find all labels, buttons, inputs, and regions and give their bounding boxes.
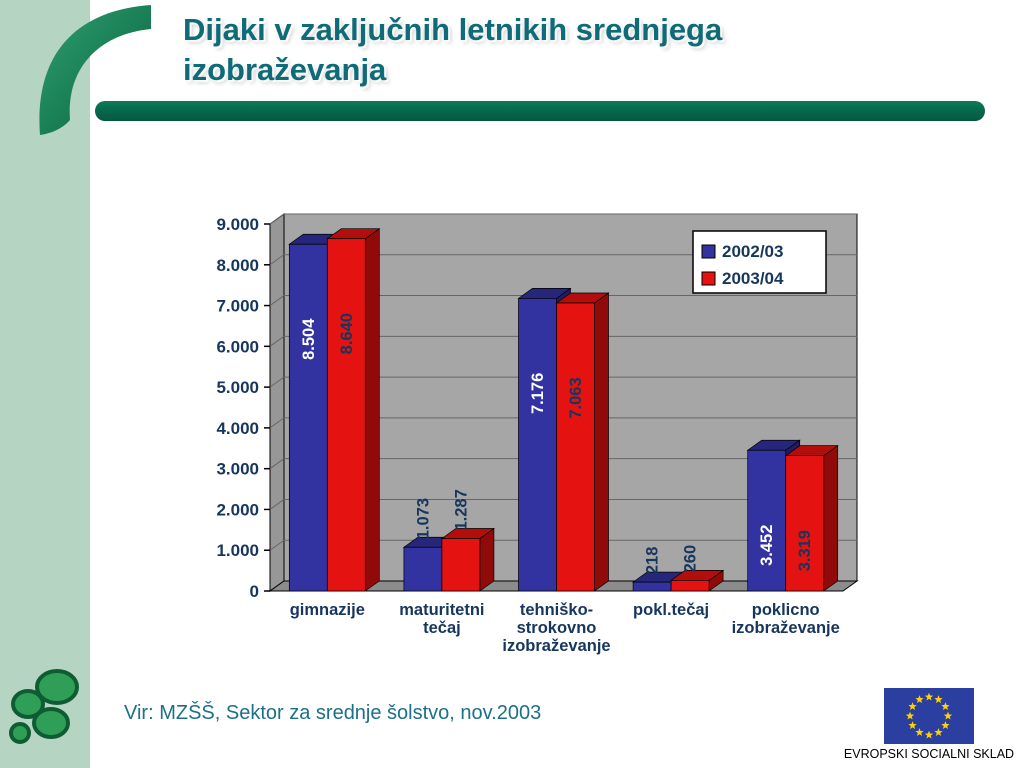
bar <box>632 581 672 592</box>
slide-title: Dijaki v zaključnih letnikih srednjega i… <box>183 10 993 90</box>
bar <box>403 546 443 592</box>
title-underline-bar <box>95 101 985 121</box>
bar-side <box>479 527 495 592</box>
legend-swatch <box>701 271 716 286</box>
bar <box>326 238 366 592</box>
y-axis-label: 7.000 <box>216 297 259 316</box>
bar <box>670 580 710 592</box>
plot-side-wall <box>269 213 285 592</box>
bar-value-label: 218 <box>644 547 662 575</box>
bar-value-label: 1.073 <box>414 498 432 539</box>
bar <box>747 449 787 592</box>
legend-label: 2002/03 <box>722 242 783 261</box>
decorative-swoosh-icon <box>39 5 151 135</box>
bar-value-label: 7.176 <box>529 373 547 414</box>
bar-chart: 0 1.000 2.000 3.000 4.000 5.000 6.000 7.000 8.00… <box>188 196 888 666</box>
bar-value-label: 8.504 <box>300 318 318 360</box>
bar-value-label: 260 <box>682 545 700 573</box>
category-label: gimnazije <box>290 601 365 619</box>
category-label: tehniško-strokovno izobraževanje <box>502 601 610 655</box>
eu-flag-block: EVROPSKI SOCIALNI SKLAD <box>840 688 1018 761</box>
bar-value-label: 1.287 <box>452 489 470 530</box>
bar-side <box>594 292 609 592</box>
eu-caption: EVROPSKI SOCIALNI SKLAD <box>843 747 1015 761</box>
chart-svg: 0 1.000 2.000 3.000 4.000 5.000 6.000 7.000 8.00… <box>216 213 859 655</box>
category-label: pokl.tečaj <box>633 601 709 619</box>
bar <box>518 298 557 592</box>
bar-value-label: 8.640 <box>338 313 356 354</box>
y-axis-label: 0 <box>250 582 259 601</box>
y-axis-label: 3.000 <box>216 460 259 479</box>
y-axis-label: 6.000 <box>216 337 259 356</box>
bar <box>785 455 825 592</box>
bar <box>556 302 595 592</box>
y-axis-label: 9.000 <box>216 215 259 234</box>
y-axis-label: 4.000 <box>216 419 259 438</box>
bar <box>288 243 328 592</box>
y-axis-label: 1.000 <box>216 541 259 560</box>
category-label: maturitetni tečaj <box>399 601 484 637</box>
slide-title-line2: izobraževanja <box>183 52 387 87</box>
footer-logo-icon <box>9 669 79 744</box>
bar-value-label: 7.063 <box>567 377 585 418</box>
slide-title-line1: Dijaki v zaključnih letnikih srednjega <box>183 12 723 47</box>
y-axis-label: 8.000 <box>216 256 259 275</box>
eu-flag-icon <box>884 688 974 744</box>
category-label: poklicno izobraževanje <box>732 601 840 637</box>
legend-swatch <box>701 244 716 259</box>
bar-value-label: 3.319 <box>796 530 814 571</box>
y-axis-label: 5.000 <box>216 378 259 397</box>
bar-value-label: 3.452 <box>758 525 776 566</box>
bar <box>441 538 481 592</box>
bar-side <box>364 227 380 592</box>
source-text: Vir: MZŠŠ, Sektor za srednje šolstvo, no… <box>124 702 542 724</box>
legend-label: 2003/04 <box>722 269 784 288</box>
bar-side <box>823 444 839 592</box>
y-axis-label: 2.000 <box>216 500 259 519</box>
